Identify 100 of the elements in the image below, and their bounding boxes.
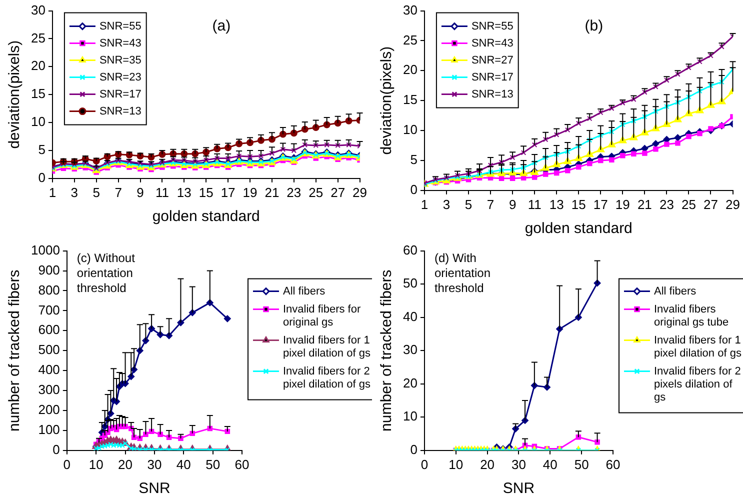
y-tick-label: 60 <box>402 242 418 258</box>
x-tick-label: 17 <box>220 184 236 200</box>
legend-label: SNR=17 <box>471 71 514 84</box>
y-tick-label: 900 <box>38 262 60 278</box>
legend-label: Invalid fibers for 2 pixel dilation of gs <box>283 365 371 390</box>
x-tick-label: 1 <box>420 196 428 212</box>
legend-label: Invalid fibers for 2 pixels dilation of gs <box>654 365 741 404</box>
y-tick-label: 5 <box>410 152 418 168</box>
legend-label: SNR=43 <box>99 37 142 50</box>
legend-label: Invalid fibers for 1 pixel dilation of gs <box>654 334 742 360</box>
legend-label: SNR=13 <box>471 88 514 100</box>
y-tick-label: 1000 <box>31 242 60 258</box>
y-tick-label: 15 <box>30 86 46 102</box>
x-tick-label: 60 <box>234 456 250 472</box>
x-tick-label: 29 <box>726 196 740 212</box>
y-tick-label: 25 <box>402 32 418 48</box>
y-tick-label: 200 <box>38 402 60 418</box>
y-tick-label: 15 <box>402 92 418 108</box>
legend-label: SNR=43 <box>471 37 514 50</box>
y-tick-label: 600 <box>38 322 60 338</box>
annotation: (b) <box>584 17 604 34</box>
x-tick-label: 3 <box>70 184 78 200</box>
x-tick-label: 7 <box>486 196 494 212</box>
x-tick-label: 13 <box>549 196 564 212</box>
x-tick-label: 20 <box>480 456 495 472</box>
x-tick-label: 5 <box>92 184 100 200</box>
y-tick-label: 400 <box>38 362 60 378</box>
y-tick-label: 0 <box>38 170 46 185</box>
legend-label: All fibers <box>654 285 697 298</box>
y-tick-label: 30 <box>402 342 418 358</box>
legend-label: SNR=23 <box>99 71 142 84</box>
y-tick-label: 0 <box>410 442 418 457</box>
x-tick-label: 27 <box>330 184 346 200</box>
x-tick-label: 1 <box>48 184 56 200</box>
x-tick-label: 13 <box>176 184 192 200</box>
y-axis-title: number of tracked fibers <box>378 270 396 432</box>
legend-label: SNR=55 <box>471 20 514 32</box>
x-tick-label: 0 <box>420 456 428 472</box>
x-tick-label: 40 <box>542 456 558 472</box>
x-axis-title: golden standard <box>524 220 632 238</box>
x-tick-label: 10 <box>88 456 104 472</box>
x-tick-label: 21 <box>637 196 652 212</box>
x-tick-label: 50 <box>206 456 220 472</box>
x-tick-label: 30 <box>147 456 162 472</box>
y-tick-label: 20 <box>402 62 418 78</box>
x-tick-label: 25 <box>308 184 324 200</box>
x-tick-label: 17 <box>593 196 608 212</box>
legend-label: SNR=27 <box>471 54 514 66</box>
y-axis-title: deviation(pixels) <box>6 40 24 149</box>
x-axis-title: SNR <box>502 480 535 498</box>
y-tick-label: 10 <box>30 114 46 130</box>
legend-label: All fibers <box>283 285 326 298</box>
y-tick-label: 20 <box>402 375 418 390</box>
x-tick-label: 9 <box>508 196 516 212</box>
legend-label: SNR=17 <box>99 88 142 100</box>
annotation: (d) With orientation threshold <box>434 251 491 296</box>
y-tick-label: 300 <box>38 382 60 398</box>
y-tick-label: 30 <box>30 2 46 18</box>
x-axis-title: SNR <box>138 480 170 498</box>
x-tick-label: 3 <box>442 196 450 212</box>
x-tick-label: 5 <box>464 196 472 212</box>
y-axis-title: number of tracked fibers <box>6 270 24 432</box>
x-tick-label: 40 <box>176 456 191 472</box>
x-tick-label: 15 <box>198 184 214 200</box>
y-tick-label: 500 <box>38 342 60 358</box>
y-tick-label: 5 <box>38 142 46 158</box>
x-tick-label: 7 <box>114 184 122 200</box>
y-tick-label: 700 <box>38 302 60 318</box>
x-tick-label: 20 <box>118 456 133 472</box>
x-tick-label: 10 <box>448 456 464 472</box>
annotation: (c) Without orientation threshold <box>76 251 136 296</box>
annotation: (a) <box>212 17 231 34</box>
y-tick-label: 800 <box>38 282 60 298</box>
x-tick-label: 11 <box>155 184 169 200</box>
y-axis-title: deviation(pixels) <box>378 46 396 155</box>
x-tick-label: 9 <box>136 184 144 200</box>
y-tick-label: 30 <box>402 2 418 18</box>
x-tick-label: 29 <box>352 184 368 200</box>
x-tick-label: 23 <box>286 184 302 200</box>
y-tick-label: 10 <box>402 122 418 138</box>
legend-label: Invalid fibers for original gs <box>283 303 361 328</box>
legend-label: Invalid fibers for 1 pixel dilation of gs <box>283 334 371 360</box>
x-tick-label: 19 <box>242 184 258 200</box>
x-axis-title: golden standard <box>152 208 260 226</box>
legend-label: SNR=35 <box>99 54 142 66</box>
y-tick-label: 100 <box>38 422 60 438</box>
legend-label: SNR=13 <box>99 105 142 118</box>
y-tick-label: 0 <box>52 442 60 457</box>
x-tick-label: 25 <box>681 196 696 212</box>
x-tick-label: 0 <box>63 456 71 472</box>
x-tick-label: 11 <box>528 196 542 212</box>
x-tick-label: 60 <box>606 456 620 472</box>
x-tick-label: 23 <box>659 196 674 212</box>
legend-label: SNR=55 <box>99 20 142 32</box>
x-tick-label: 15 <box>571 196 586 212</box>
x-tick-label: 50 <box>574 456 589 472</box>
legend-label: Invalid fibers original gs tube <box>654 303 729 328</box>
y-tick-label: 25 <box>30 30 46 46</box>
y-tick-label: 10 <box>402 408 418 424</box>
x-tick-label: 30 <box>511 456 526 472</box>
